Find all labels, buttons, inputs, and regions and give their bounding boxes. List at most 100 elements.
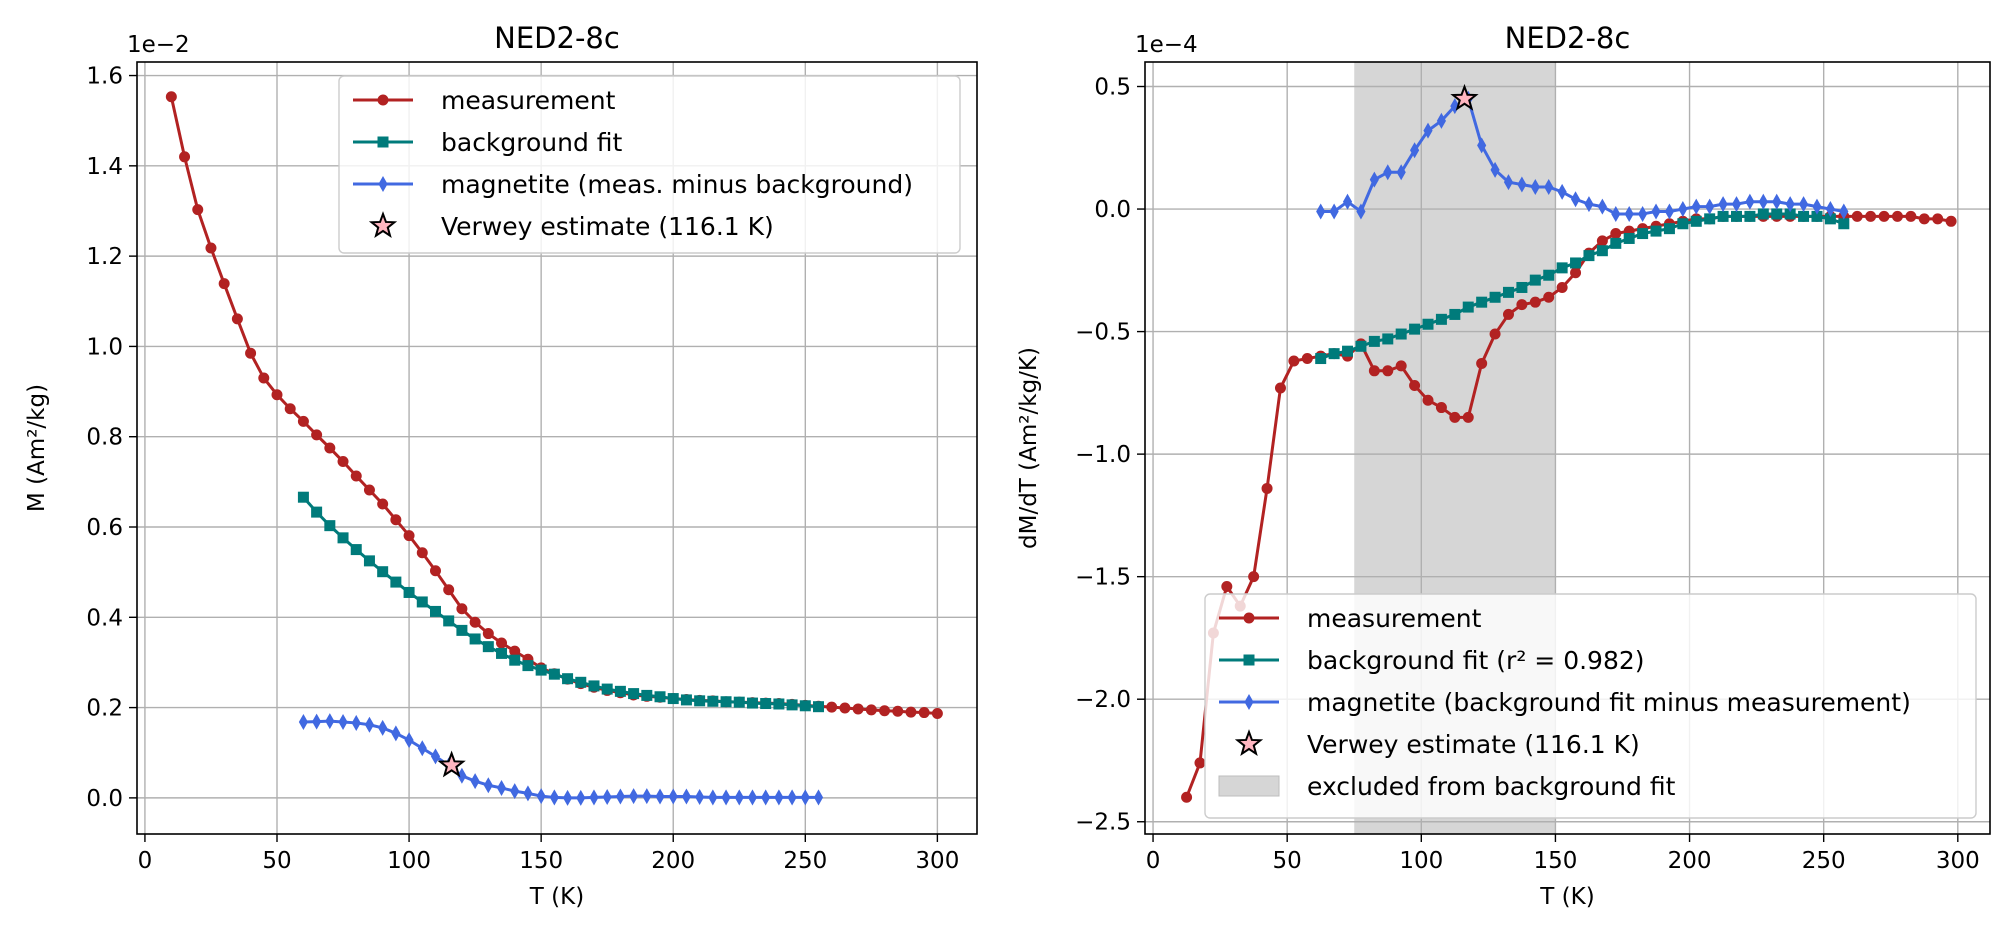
left-x-tick-label: 50 xyxy=(262,848,291,874)
right-background-fit-r-0-982-point xyxy=(1771,208,1783,220)
right-background-fit-r-0-982-point xyxy=(1409,323,1421,335)
left-y-tick-label: 0.2 xyxy=(86,696,123,722)
left-background-fit-point xyxy=(297,491,309,503)
right-magnetite-background-fit-minus-measurement-point xyxy=(1530,178,1540,195)
left-y-tick-label: 0.6 xyxy=(86,515,123,541)
left-measurement-point xyxy=(337,456,349,468)
right-measurement-point xyxy=(1368,365,1380,377)
left-background-fit-point xyxy=(654,691,666,703)
left-background-fit-point xyxy=(443,615,455,627)
left-magnetite-meas-minus-background-point xyxy=(721,789,731,806)
left-x-tick-label: 100 xyxy=(387,848,431,874)
right-measurement-point xyxy=(1918,213,1930,225)
right-x-axis-label: T (K) xyxy=(1539,884,1594,910)
left-magnetite-meas-minus-background-point xyxy=(668,788,678,805)
left-magnetite-meas-minus-background-point xyxy=(391,725,401,742)
left-background-fit-point xyxy=(694,695,706,707)
left-background-fit-point xyxy=(311,506,323,518)
left-magnetite-meas-minus-background-point xyxy=(510,783,520,800)
left-magnetite-meas-minus-background-point xyxy=(338,714,348,731)
right-magnetite-background-fit-minus-measurement-point xyxy=(1490,161,1500,178)
right-background-fit-r-0-982-point xyxy=(1328,348,1340,360)
right-background-fit-r-0-982-point xyxy=(1690,215,1702,227)
right-magnetite-background-fit-minus-measurement-point xyxy=(1356,203,1366,220)
right-background-fit-r-0-982-point xyxy=(1435,313,1447,325)
left-verwey-estimate-116-1-k-point xyxy=(437,750,466,778)
left-background-fit-point xyxy=(324,520,336,532)
right-measurement-point xyxy=(1409,380,1421,392)
right-y-tick-label: −1.0 xyxy=(1075,442,1131,468)
left-y-tick-label: 1.4 xyxy=(86,154,123,180)
right-magnetite-background-fit-minus-measurement-point xyxy=(1651,203,1661,220)
right-measurement-point xyxy=(1301,353,1313,365)
right-background-fit-r-0-982-point xyxy=(1502,286,1514,298)
left-background-fit-point xyxy=(350,544,362,556)
right-magnetite-background-fit-minus-measurement-point xyxy=(1369,171,1379,188)
right-measurement-point xyxy=(1905,210,1917,222)
right-magnetite-background-fit-minus-measurement-point xyxy=(1772,193,1782,210)
right-background-fit-r-0-982-point xyxy=(1704,213,1716,225)
left-background-fit-point xyxy=(496,647,508,659)
right-measurement-point xyxy=(1596,235,1608,247)
right-legend-label: Verwey estimate (116.1 K) xyxy=(1307,730,1640,759)
right-legend-label: background fit (r² = 0.982) xyxy=(1307,646,1645,675)
left-measurement-point xyxy=(443,584,455,596)
right-background-fit-r-0-982-point xyxy=(1717,210,1729,222)
left-y-tick-label: 0.8 xyxy=(86,425,123,451)
right-measurement-point xyxy=(1261,482,1273,494)
right-magnetite-background-fit-minus-measurement-point xyxy=(1624,205,1634,222)
right-magnetite-background-fit-minus-measurement-point xyxy=(1423,122,1433,139)
right-measurement-point xyxy=(1181,791,1193,803)
left-legend-marker-measurement xyxy=(377,94,389,106)
left-measurement-point xyxy=(839,702,851,714)
right-background-fit-r-0-982-point xyxy=(1342,345,1354,357)
right-background-fit-r-0-982-point xyxy=(1744,210,1756,222)
right-measurement-point xyxy=(1476,357,1488,369)
left-background-fit-point xyxy=(548,668,560,680)
right-background-fit-r-0-982-point xyxy=(1798,210,1810,222)
left-magnetite-meas-minus-background-point xyxy=(298,714,308,731)
left-y-tick-label: 0.0 xyxy=(86,786,123,812)
right-measurement-point xyxy=(1851,210,1863,222)
right-axes-frame xyxy=(1144,61,1991,835)
right-legend-label: magnetite (background fit minus measurem… xyxy=(1307,688,1911,717)
left-measurement-point xyxy=(377,498,389,510)
left-magnetite-meas-minus-background-point xyxy=(747,789,758,806)
left-axis-ticks: 0 50 100 150 200 250 300 0.0 0.2 0.4 0.6 0.8 1.0 1.2 1… xyxy=(86,64,959,874)
left-measurement-point xyxy=(469,616,481,628)
right-y-tick-label: −2.0 xyxy=(1075,687,1131,713)
right-magnetite-background-fit-minus-measurement-point xyxy=(1798,196,1809,213)
right-y-tick-label: −1.5 xyxy=(1075,565,1131,591)
left-magnetite-meas-minus-background-point xyxy=(430,748,441,765)
right-magnetite-background-fit-minus-measurement-point xyxy=(1557,183,1567,200)
right-magnetite-background-fit-minus-measurement-point xyxy=(1825,201,1835,218)
right-measurement-point xyxy=(1878,210,1890,222)
right-background-fit-r-0-982-point xyxy=(1596,245,1608,257)
right-magnetite-background-fit-minus-measurement-point xyxy=(1383,164,1393,181)
right-background-fit-r-0-982-point xyxy=(1543,269,1555,281)
left-magnetite-meas-minus-background-point xyxy=(800,789,810,806)
right-measurement-point xyxy=(1543,291,1555,303)
left-magnetite-meas-minus-background-point xyxy=(576,789,586,806)
left-measurement-point xyxy=(311,429,323,441)
right-legend-label: excluded from background fit xyxy=(1307,772,1676,801)
left-background-fit-point xyxy=(746,697,758,709)
left-measurement-point xyxy=(179,151,191,163)
right-magnetite-background-fit-minus-measurement-point xyxy=(1570,191,1581,208)
left-series-group xyxy=(165,91,943,806)
left-legend-marker-background-fit xyxy=(377,136,389,148)
right-magnetite-background-fit-minus-measurement-point xyxy=(1597,198,1607,215)
right-magnetite-background-fit-minus-measurement-point xyxy=(1436,112,1446,129)
right-background-fit-r-0-982-point xyxy=(1623,232,1635,244)
right-legend: measurement background fit (r² = 0.982) ma… xyxy=(1204,593,1977,819)
left-magnetite-meas-minus-background-point xyxy=(549,789,559,806)
left-measurement-point xyxy=(350,470,362,482)
left-background-fit-point xyxy=(707,695,719,707)
left-x-axis-label: T (K) xyxy=(529,884,584,910)
left-magnetite-meas-minus-background-point xyxy=(457,767,467,784)
left-magnetite-meas-minus-background-point xyxy=(325,713,335,730)
left-measurement-point xyxy=(931,707,943,719)
left-magnetite-meas-minus-background-point xyxy=(404,732,414,749)
